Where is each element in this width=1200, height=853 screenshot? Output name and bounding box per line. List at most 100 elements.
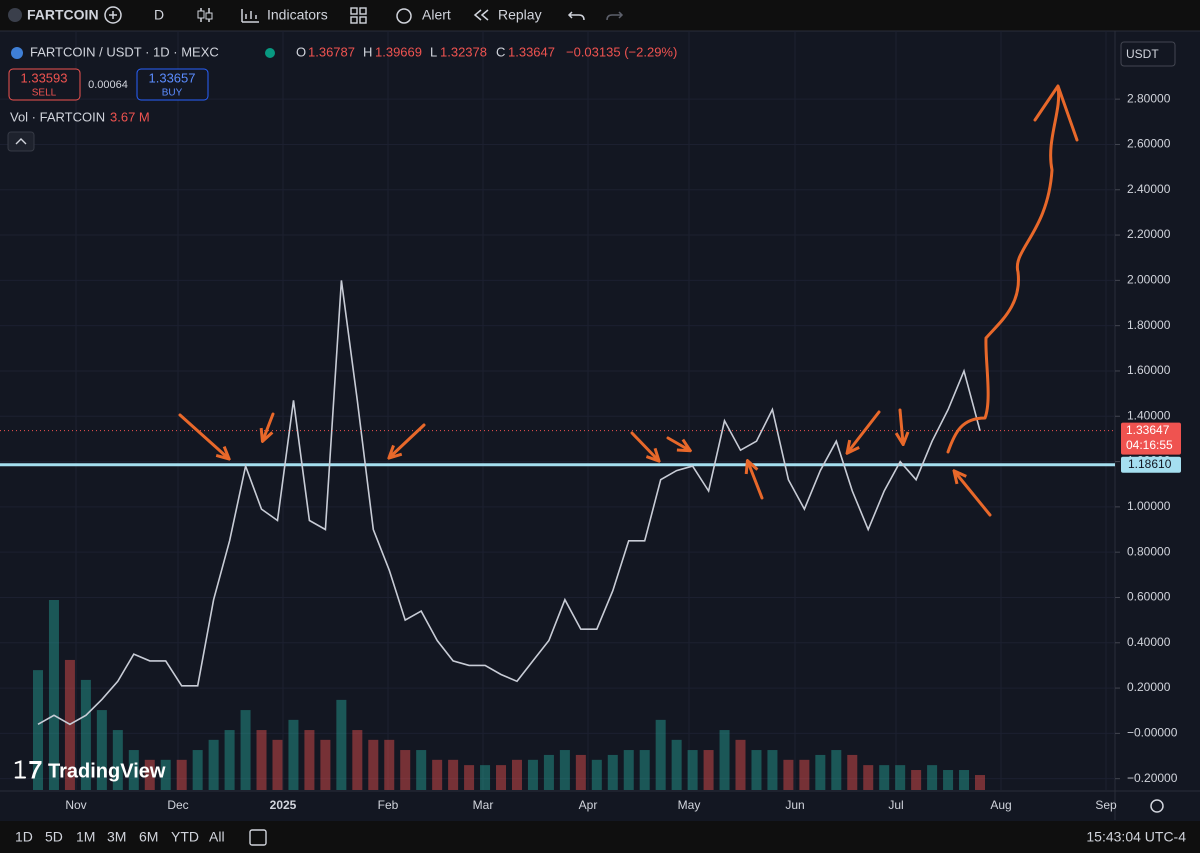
low-value: 1.32378 [440, 44, 487, 59]
chart-type-icon [197, 10, 205, 19]
open-value: 1.36787 [308, 44, 355, 59]
alert-button[interactable]: Alert [422, 7, 451, 23]
volume-bar [927, 765, 938, 790]
settings-button[interactable] [1150, 799, 1164, 813]
volume-bar [160, 759, 171, 790]
range-button[interactable]: 1M [76, 829, 95, 845]
bottom-bar [0, 821, 1200, 853]
volume-bar [256, 730, 267, 790]
high-value: 1.39669 [375, 44, 422, 59]
annotation-projection [946, 86, 1061, 454]
annotation-arrow [390, 423, 426, 457]
annotation-arrowhead [1033, 84, 1079, 142]
top-toolbar [0, 0, 1200, 31]
x-tick-label: Nov [65, 798, 86, 812]
volume-bar [847, 754, 858, 790]
date-range-button[interactable] [249, 829, 267, 846]
y-tick-label: 0.40000 [1127, 635, 1171, 649]
volume-bar [480, 765, 491, 790]
level-label: 1.18610 [1128, 457, 1172, 471]
y-tick-label: 1.00000 [1127, 499, 1171, 513]
market-status [265, 48, 275, 58]
y-tick-label: 2.40000 [1127, 182, 1171, 196]
x-tick-label: 2025 [270, 798, 297, 812]
volume-bar [543, 754, 554, 790]
y-tick-label: 2.00000 [1127, 273, 1171, 287]
interval-button[interactable]: D [154, 7, 164, 23]
symbol-button[interactable]: FARTCOIN [27, 7, 99, 23]
range-button[interactable]: 5D [45, 829, 63, 845]
legend-title: FARTCOIN / USDT · 1D · MEXC [30, 44, 219, 59]
collapse-button[interactable] [7, 131, 35, 152]
volume-bar [496, 765, 507, 790]
volume-bar [288, 719, 299, 790]
collapse-icon [15, 138, 27, 145]
replay-button[interactable]: Replay [498, 7, 542, 23]
volume-label: Vol · FARTCOIN [10, 109, 105, 124]
x-tick-label: Jul [888, 798, 903, 812]
range-button[interactable]: All [209, 829, 225, 845]
volume-bar [735, 739, 746, 790]
alert-icon [396, 8, 412, 24]
layouts-button[interactable] [350, 7, 367, 24]
volume-bar [639, 750, 650, 790]
redo-button[interactable] [606, 11, 624, 21]
x-tick-label: Dec [167, 798, 188, 812]
x-tick-label: Mar [473, 798, 494, 812]
range-buttons: 1D 5D 1M 3M 6M YTD All [15, 829, 225, 845]
spread: 0.00064 [88, 79, 128, 91]
y-tick-label: 1.60000 [1127, 363, 1171, 377]
volume-bar [607, 754, 618, 790]
buy-button[interactable] [136, 68, 209, 101]
volume-bar [719, 730, 730, 790]
volume-bar [671, 739, 682, 790]
y-tick-label: 0.60000 [1127, 590, 1171, 604]
range-button[interactable]: YTD [171, 829, 199, 845]
annotation-arrow [666, 436, 689, 450]
high-label: H [363, 44, 372, 59]
y-tick-label: 0.80000 [1127, 544, 1171, 558]
volume-bar [240, 710, 251, 790]
volume-bar [176, 759, 187, 790]
x-tick-label: Sep [1095, 798, 1117, 812]
volume-bar [687, 750, 698, 790]
volume-bar [831, 750, 842, 790]
volume-bar [815, 754, 826, 790]
volume-bar [464, 765, 475, 790]
range-button[interactable]: 3M [107, 829, 126, 845]
plot-area: −0.20000 −0.00000 0.20000 0.40000 0.60000 0.8… [0, 31, 1181, 812]
y-tick-label: 1.40000 [1127, 408, 1171, 422]
x-tick-label: Jun [785, 798, 804, 812]
replay-icon [473, 9, 489, 21]
x-tick-label: Aug [990, 798, 1011, 812]
annotation-arrow [955, 472, 992, 517]
y-tick-label: 2.60000 [1127, 137, 1171, 151]
open-label: O [296, 44, 306, 59]
range-button[interactable]: 6M [139, 829, 158, 845]
volume-bar [192, 750, 203, 790]
sell-price: 1.33593 [21, 70, 68, 85]
volume-bar [208, 739, 219, 790]
volume-bar [959, 770, 970, 790]
add-symbol-button[interactable] [104, 6, 122, 24]
volume-bar [895, 765, 906, 790]
volume-bar [320, 739, 331, 790]
sell-label: SELL [32, 88, 57, 99]
currency-button[interactable] [1120, 41, 1176, 67]
indicators-button[interactable]: Indicators [267, 7, 328, 23]
undo-button[interactable] [567, 11, 585, 21]
volume-bar [623, 750, 634, 790]
volume-bar [943, 770, 954, 790]
close-label: C [496, 44, 505, 59]
annotation-arrow [748, 462, 764, 500]
sell-button[interactable] [8, 68, 81, 101]
annotation-arrow [848, 410, 881, 452]
volume-bar [879, 765, 890, 790]
currency-label: USDT [1126, 47, 1159, 61]
range-button[interactable]: 1D [15, 829, 33, 845]
volume-bar [304, 730, 315, 790]
last-price-tag [1121, 422, 1181, 455]
